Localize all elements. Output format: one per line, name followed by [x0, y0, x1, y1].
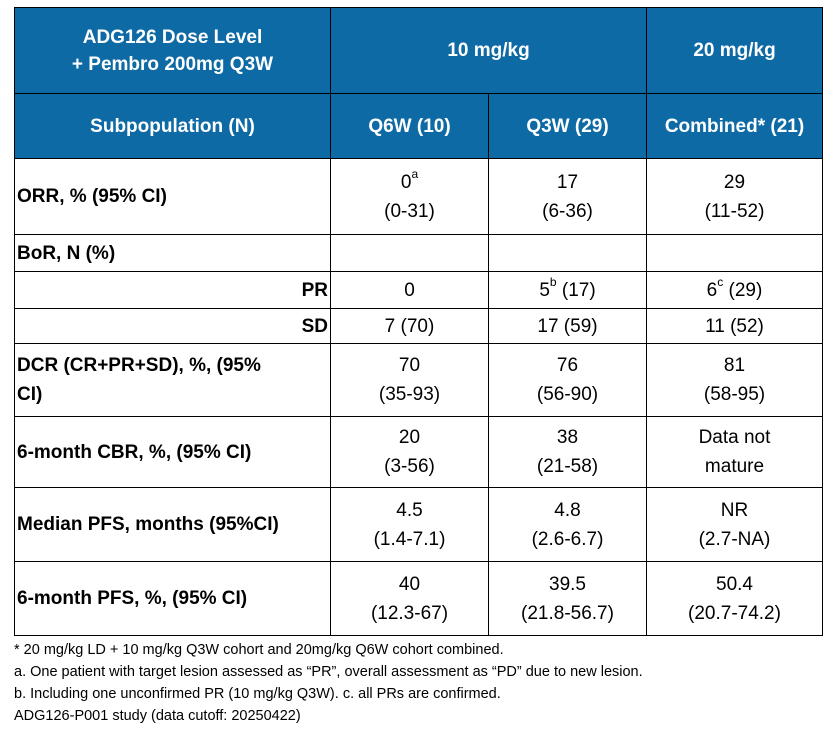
footnote-study: ADG126-P001 study (data cutoff: 20250422… — [14, 708, 301, 724]
footnote-b-c: b. Including one unconfirmed PR (10 mg/k… — [14, 686, 501, 702]
cell-bor-q6w — [330, 234, 489, 272]
cell-6m-pfs-combined-ci: (20.7-74.2) — [688, 602, 781, 624]
cell-6m-pfs-q3w-ci: (21.8-56.7) — [521, 602, 614, 624]
header-dose-level-line2: + Pembro 200mg Q3W — [71, 53, 274, 75]
cell-orr-q3w-value: 17 — [556, 171, 579, 193]
cell-pr-q3w-pct: (17) — [556, 279, 596, 301]
footnote-marker-a: a — [411, 167, 419, 182]
header-q3w: Q3W (29) — [488, 93, 647, 159]
header-row-subpopulation: Subpopulation (N) Q6W (10) Q3W (29) Comb… — [14, 93, 823, 159]
table-row-median-pfs: Median PFS, months (95%CI) 4.5 (1.4-7.1)… — [14, 487, 823, 562]
cell-median-pfs-q3w: 4.8 (2.6-6.7) — [488, 487, 647, 562]
cell-6m-pfs-q3w: 39.5 (21.8-56.7) — [488, 561, 647, 636]
cell-bor-combined — [646, 234, 823, 272]
table-row-orr: ORR, % (95% CI) 0a (0-31) 17 (6-36) 29 (… — [14, 158, 823, 235]
cell-dcr-q6w-value: 70 — [398, 355, 421, 376]
cell-median-pfs-q3w-ci: (2.6-6.7) — [531, 528, 604, 550]
cell-dcr-q3w: 76 (56-90) — [488, 343, 647, 417]
cell-cbr-combined-value: Data not — [698, 427, 771, 448]
cell-orr-combined-ci: (11-52) — [704, 200, 765, 222]
cell-median-pfs-q6w-value: 4.5 — [396, 499, 423, 521]
cell-6m-pfs-q6w: 40 (12.3-67) — [330, 561, 489, 636]
cell-pr-q3w-value: 5 — [539, 279, 550, 301]
cell-pr-q6w: 0 — [330, 271, 489, 309]
row-label-dcr-line1: DCR (CR+PR+SD), %, (95% — [17, 355, 261, 376]
row-label-cbr: 6-month CBR, %, (95% CI) — [14, 416, 331, 488]
cell-cbr-combined: Data not mature — [646, 416, 823, 488]
footnote-marker-b: b — [549, 275, 557, 290]
table-row-dcr: DCR (CR+PR+SD), %, (95% CI) 70 (35-93) 7… — [14, 343, 823, 417]
cell-orr-q6w-value: 0 — [400, 171, 412, 193]
cell-dcr-combined-value: 81 — [723, 355, 746, 376]
cell-pr-q3w: 5b (17) — [488, 271, 647, 309]
cell-cbr-q6w-value: 20 — [398, 427, 421, 448]
cell-orr-q3w: 17 (6-36) — [488, 158, 647, 235]
header-dose-20: 20 mg/kg — [646, 7, 823, 94]
header-dose-level: ADG126 Dose Level + Pembro 200mg Q3W — [14, 7, 331, 94]
row-label-dcr-line2: CI) — [17, 384, 43, 405]
cell-cbr-q3w-value: 38 — [556, 427, 579, 448]
table-row-pr: PR 0 5b (17) 6c (29) — [14, 271, 823, 309]
header-row-dose: ADG126 Dose Level + Pembro 200mg Q3W 10 … — [14, 7, 823, 94]
header-dose-level-line1: ADG126 Dose Level — [82, 26, 263, 48]
row-label-bor: BoR, N (%) — [14, 234, 331, 272]
header-subpopulation: Subpopulation (N) — [14, 93, 331, 159]
header-combined: Combined* (21) — [646, 93, 823, 159]
row-label-median-pfs: Median PFS, months (95%CI) — [14, 487, 331, 562]
row-label-6m-pfs: 6-month PFS, %, (95% CI) — [14, 561, 331, 636]
cell-orr-q3w-ci: (6-36) — [542, 200, 593, 222]
table-row-cbr: 6-month CBR, %, (95% CI) 20 (3-56) 38 (2… — [14, 416, 823, 488]
cell-pr-combined-value: 6 — [706, 279, 718, 301]
cell-orr-combined: 29 (11-52) — [646, 158, 823, 235]
footnote-marker-c: c — [717, 275, 724, 290]
cell-pr-combined-pct: (29) — [723, 279, 763, 301]
cell-dcr-q3w-value: 76 — [556, 355, 579, 376]
cell-6m-pfs-q6w-value: 40 — [398, 573, 421, 595]
cell-dcr-q6w: 70 (35-93) — [330, 343, 489, 417]
cell-dcr-combined-ci: (58-95) — [703, 384, 766, 405]
cell-median-pfs-combined-ci: (2.7-NA) — [698, 528, 771, 550]
cell-pr-combined: 6c (29) — [646, 271, 823, 309]
cell-orr-q6w-ci: (0-31) — [384, 200, 435, 222]
cell-median-pfs-combined-value: NR — [720, 499, 749, 521]
cell-cbr-q6w-ci: (3-56) — [384, 456, 435, 477]
cell-6m-pfs-combined: 50.4 (20.7-74.2) — [646, 561, 823, 636]
row-label-sd: SD — [14, 308, 331, 344]
cell-cbr-q3w-ci: (21-58) — [536, 456, 599, 477]
cell-6m-pfs-q6w-ci: (12.3-67) — [370, 602, 449, 624]
table-row-sd: SD 7 (70) 17 (59) 11 (52) — [14, 308, 823, 344]
header-dose-10: 10 mg/kg — [330, 7, 647, 94]
cell-median-pfs-q6w: 4.5 (1.4-7.1) — [330, 487, 489, 562]
footnote-star: * 20 mg/kg LD + 10 mg/kg Q3W cohort and … — [14, 642, 504, 658]
cell-dcr-combined: 81 (58-95) — [646, 343, 823, 417]
cell-dcr-q6w-ci: (35-93) — [378, 384, 441, 405]
cell-sd-q3w: 17 (59) — [488, 308, 647, 344]
table-row-bor: BoR, N (%) — [14, 234, 823, 272]
cell-cbr-q6w: 20 (3-56) — [330, 416, 489, 488]
row-label-pr: PR — [14, 271, 331, 309]
table-row-6m-pfs: 6-month PFS, %, (95% CI) 40 (12.3-67) 39… — [14, 561, 823, 636]
cell-cbr-combined-ci: mature — [704, 456, 765, 477]
row-label-dcr: DCR (CR+PR+SD), %, (95% CI) — [14, 343, 331, 417]
footnote-a: a. One patient with target lesion assess… — [14, 664, 643, 680]
cell-orr-combined-value: 29 — [723, 171, 746, 193]
cell-sd-q6w: 7 (70) — [330, 308, 489, 344]
cell-cbr-q3w: 38 (21-58) — [488, 416, 647, 488]
results-table: ADG126 Dose Level + Pembro 200mg Q3W 10 … — [14, 7, 823, 636]
cell-6m-pfs-combined-value: 50.4 — [716, 573, 753, 595]
cell-median-pfs-q6w-ci: (1.4-7.1) — [373, 528, 446, 550]
cell-orr-q6w: 0a (0-31) — [330, 158, 489, 235]
cell-sd-combined: 11 (52) — [646, 308, 823, 344]
row-label-orr: ORR, % (95% CI) — [14, 158, 331, 235]
cell-6m-pfs-q3w-value: 39.5 — [549, 573, 586, 595]
header-q6w: Q6W (10) — [330, 93, 489, 159]
cell-median-pfs-combined: NR (2.7-NA) — [646, 487, 823, 562]
cell-bor-q3w — [488, 234, 647, 272]
cell-median-pfs-q3w-value: 4.8 — [554, 499, 581, 521]
cell-dcr-q3w-ci: (56-90) — [536, 384, 599, 405]
footnotes: * 20 mg/kg LD + 10 mg/kg Q3W cohort and … — [14, 639, 829, 727]
